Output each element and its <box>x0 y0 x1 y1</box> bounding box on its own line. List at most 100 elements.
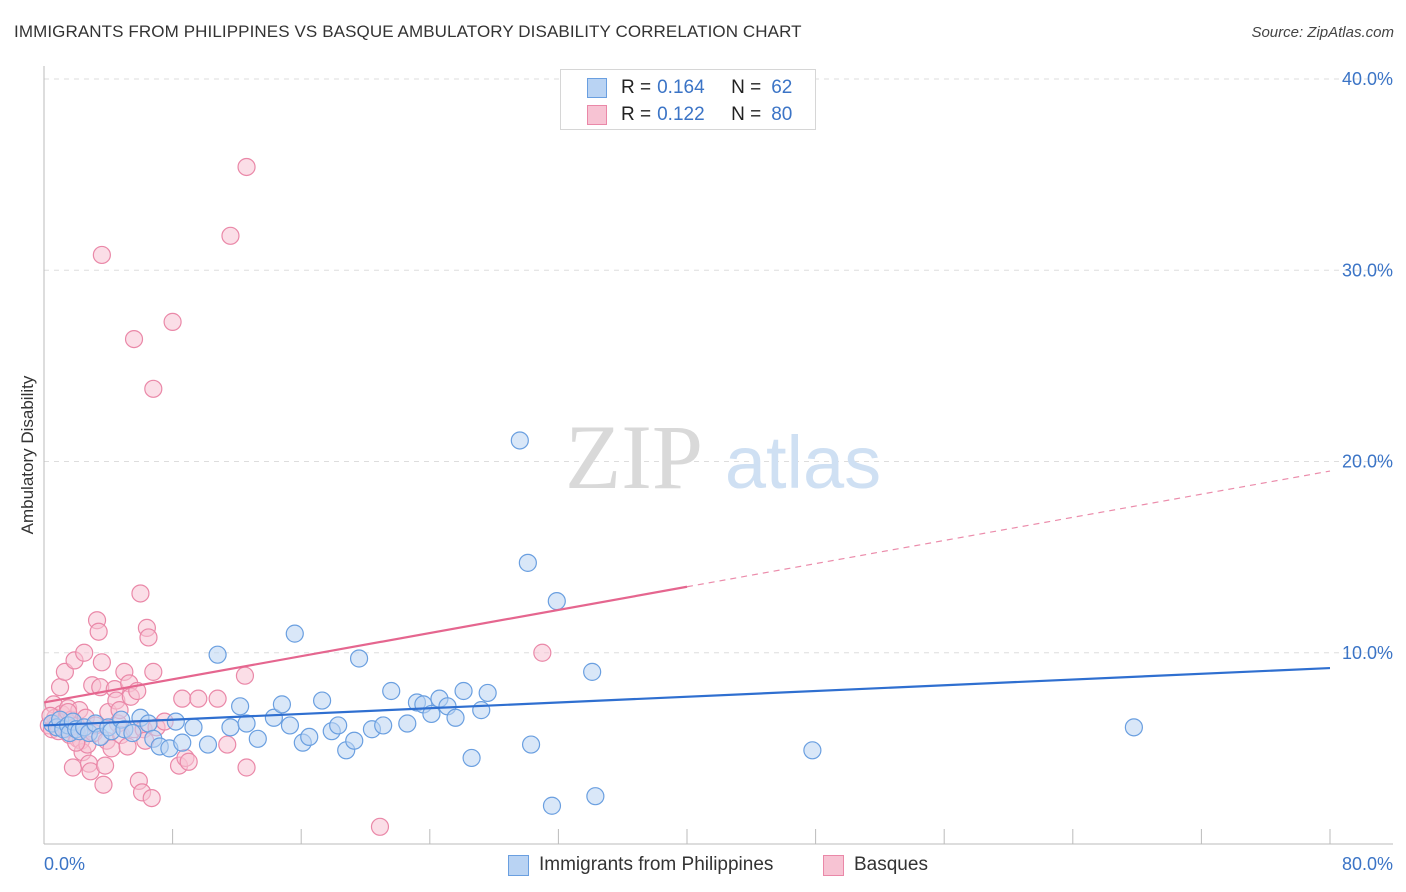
philippines-point <box>547 592 566 611</box>
y-tick-labels: 10.0% 20.0% 30.0% 40.0% <box>1342 69 1393 663</box>
y-tick-label: 30.0% <box>1342 260 1393 280</box>
philippines-point <box>221 718 240 737</box>
x-tick-label-min: 0.0% <box>44 854 85 874</box>
legend-r-value: 0.164 <box>657 77 705 98</box>
philippines-point <box>382 681 401 701</box>
philippines-point <box>398 714 417 733</box>
watermark-atlas: atlas <box>725 421 881 504</box>
basques-point <box>163 312 182 331</box>
philippines-point <box>586 787 605 806</box>
bottom-legend-basques: Basques <box>823 852 928 878</box>
basques-point <box>139 628 158 647</box>
grid-lines <box>44 78 1393 654</box>
philippines-point <box>1124 718 1143 737</box>
watermark: ZIP atlas <box>565 406 881 508</box>
philippines-point <box>173 733 192 752</box>
basques-point <box>173 689 192 708</box>
philippines-point <box>803 741 822 760</box>
basques-trend-extension <box>686 470 1331 588</box>
philippines-point <box>472 701 491 720</box>
basques-point <box>95 756 115 775</box>
basques-point <box>179 752 198 771</box>
basques-point <box>50 678 70 697</box>
source-credit: Source: ZipAtlas.com <box>1251 24 1394 41</box>
philippines-point <box>446 708 465 727</box>
basques-point <box>189 689 208 708</box>
legend-n-label: N = <box>731 104 762 125</box>
y-tick-label: 10.0% <box>1342 643 1393 663</box>
philippines-point <box>264 708 283 727</box>
philippines-point <box>285 624 304 643</box>
basques-point <box>63 758 83 777</box>
philippines-point <box>521 735 541 754</box>
philippines-point <box>349 649 369 668</box>
y-tick-label: 40.0% <box>1342 69 1393 89</box>
bottom-legend-swatch-basques <box>823 854 844 876</box>
basques-point <box>218 735 237 754</box>
basques-point <box>142 788 161 808</box>
philippines-trend-line <box>43 666 1331 727</box>
watermark-zip: ZIP <box>565 406 703 508</box>
philippines-point <box>312 691 332 710</box>
philippines-point <box>345 731 364 750</box>
philippines-point <box>518 553 537 572</box>
y-tick-label: 20.0% <box>1342 452 1393 472</box>
philippines-point <box>280 716 300 735</box>
philippines-point <box>422 704 441 724</box>
philippines-point <box>123 723 142 743</box>
legend-r-value: 0.122 <box>657 104 705 125</box>
basques-trend-line <box>43 585 688 704</box>
stats-legend: R = 0.164 N = 62 R = 0.122 N = 80 <box>560 69 816 130</box>
basques-point <box>131 584 150 603</box>
philippines-point <box>542 796 562 815</box>
basques-point <box>94 775 113 794</box>
philippines-point <box>510 431 529 450</box>
philippines-point <box>300 727 319 747</box>
legend-swatch-philippines <box>587 78 607 98</box>
legend-n-value: 80 <box>771 104 793 125</box>
basques-point <box>89 622 108 641</box>
basques-point <box>237 758 256 777</box>
legend-swatch-basques <box>587 105 607 125</box>
basques-point <box>144 379 163 398</box>
basques-point <box>237 157 256 177</box>
basques-point <box>208 689 227 708</box>
legend-n-value: 62 <box>771 77 793 98</box>
bottom-legend-philippines: Immigrants from Philippines <box>508 852 773 878</box>
basques-point <box>92 653 111 672</box>
philippines-point <box>237 714 256 733</box>
philippines-point <box>208 645 227 664</box>
philippines-point <box>478 683 497 703</box>
trend-lines <box>43 470 1331 727</box>
basques-point <box>92 245 111 265</box>
philippines-point <box>198 735 218 754</box>
philippines-point <box>231 697 250 716</box>
philippines-point <box>184 718 203 737</box>
bottom-legend-swatch-philippines <box>508 854 529 876</box>
basques-point <box>124 330 144 349</box>
philippines-point <box>248 729 267 748</box>
basques-point <box>235 666 255 685</box>
basques-point <box>75 643 94 662</box>
bottom-legend-label-basques: Basques <box>854 854 928 875</box>
basques-point <box>370 817 390 836</box>
legend-r-label: R = <box>621 104 652 125</box>
philippines-point <box>374 716 393 735</box>
legend-n-label: N = <box>731 77 762 98</box>
chart-title: IMMIGRANTS FROM PHILIPPINES VS BASQUE AM… <box>14 22 802 41</box>
x-tick-label-max: 80.0% <box>1342 854 1393 874</box>
basques-point <box>144 662 163 681</box>
legend-row-basques: R = 0.122 N = 80 <box>587 103 792 127</box>
legend-r-label: R = <box>621 77 652 98</box>
philippines-point <box>166 712 185 731</box>
bottom-legend-label-philippines: Immigrants from Philippines <box>539 854 774 875</box>
philippines-point <box>272 695 292 714</box>
basques-point <box>533 643 552 662</box>
legend-row-philippines: R = 0.164 N = 62 <box>587 76 792 100</box>
philippines-point <box>583 662 602 681</box>
philippines-point <box>462 748 481 768</box>
philippines-point <box>329 716 348 735</box>
philippines-point <box>454 681 473 701</box>
basques-point <box>221 226 240 245</box>
